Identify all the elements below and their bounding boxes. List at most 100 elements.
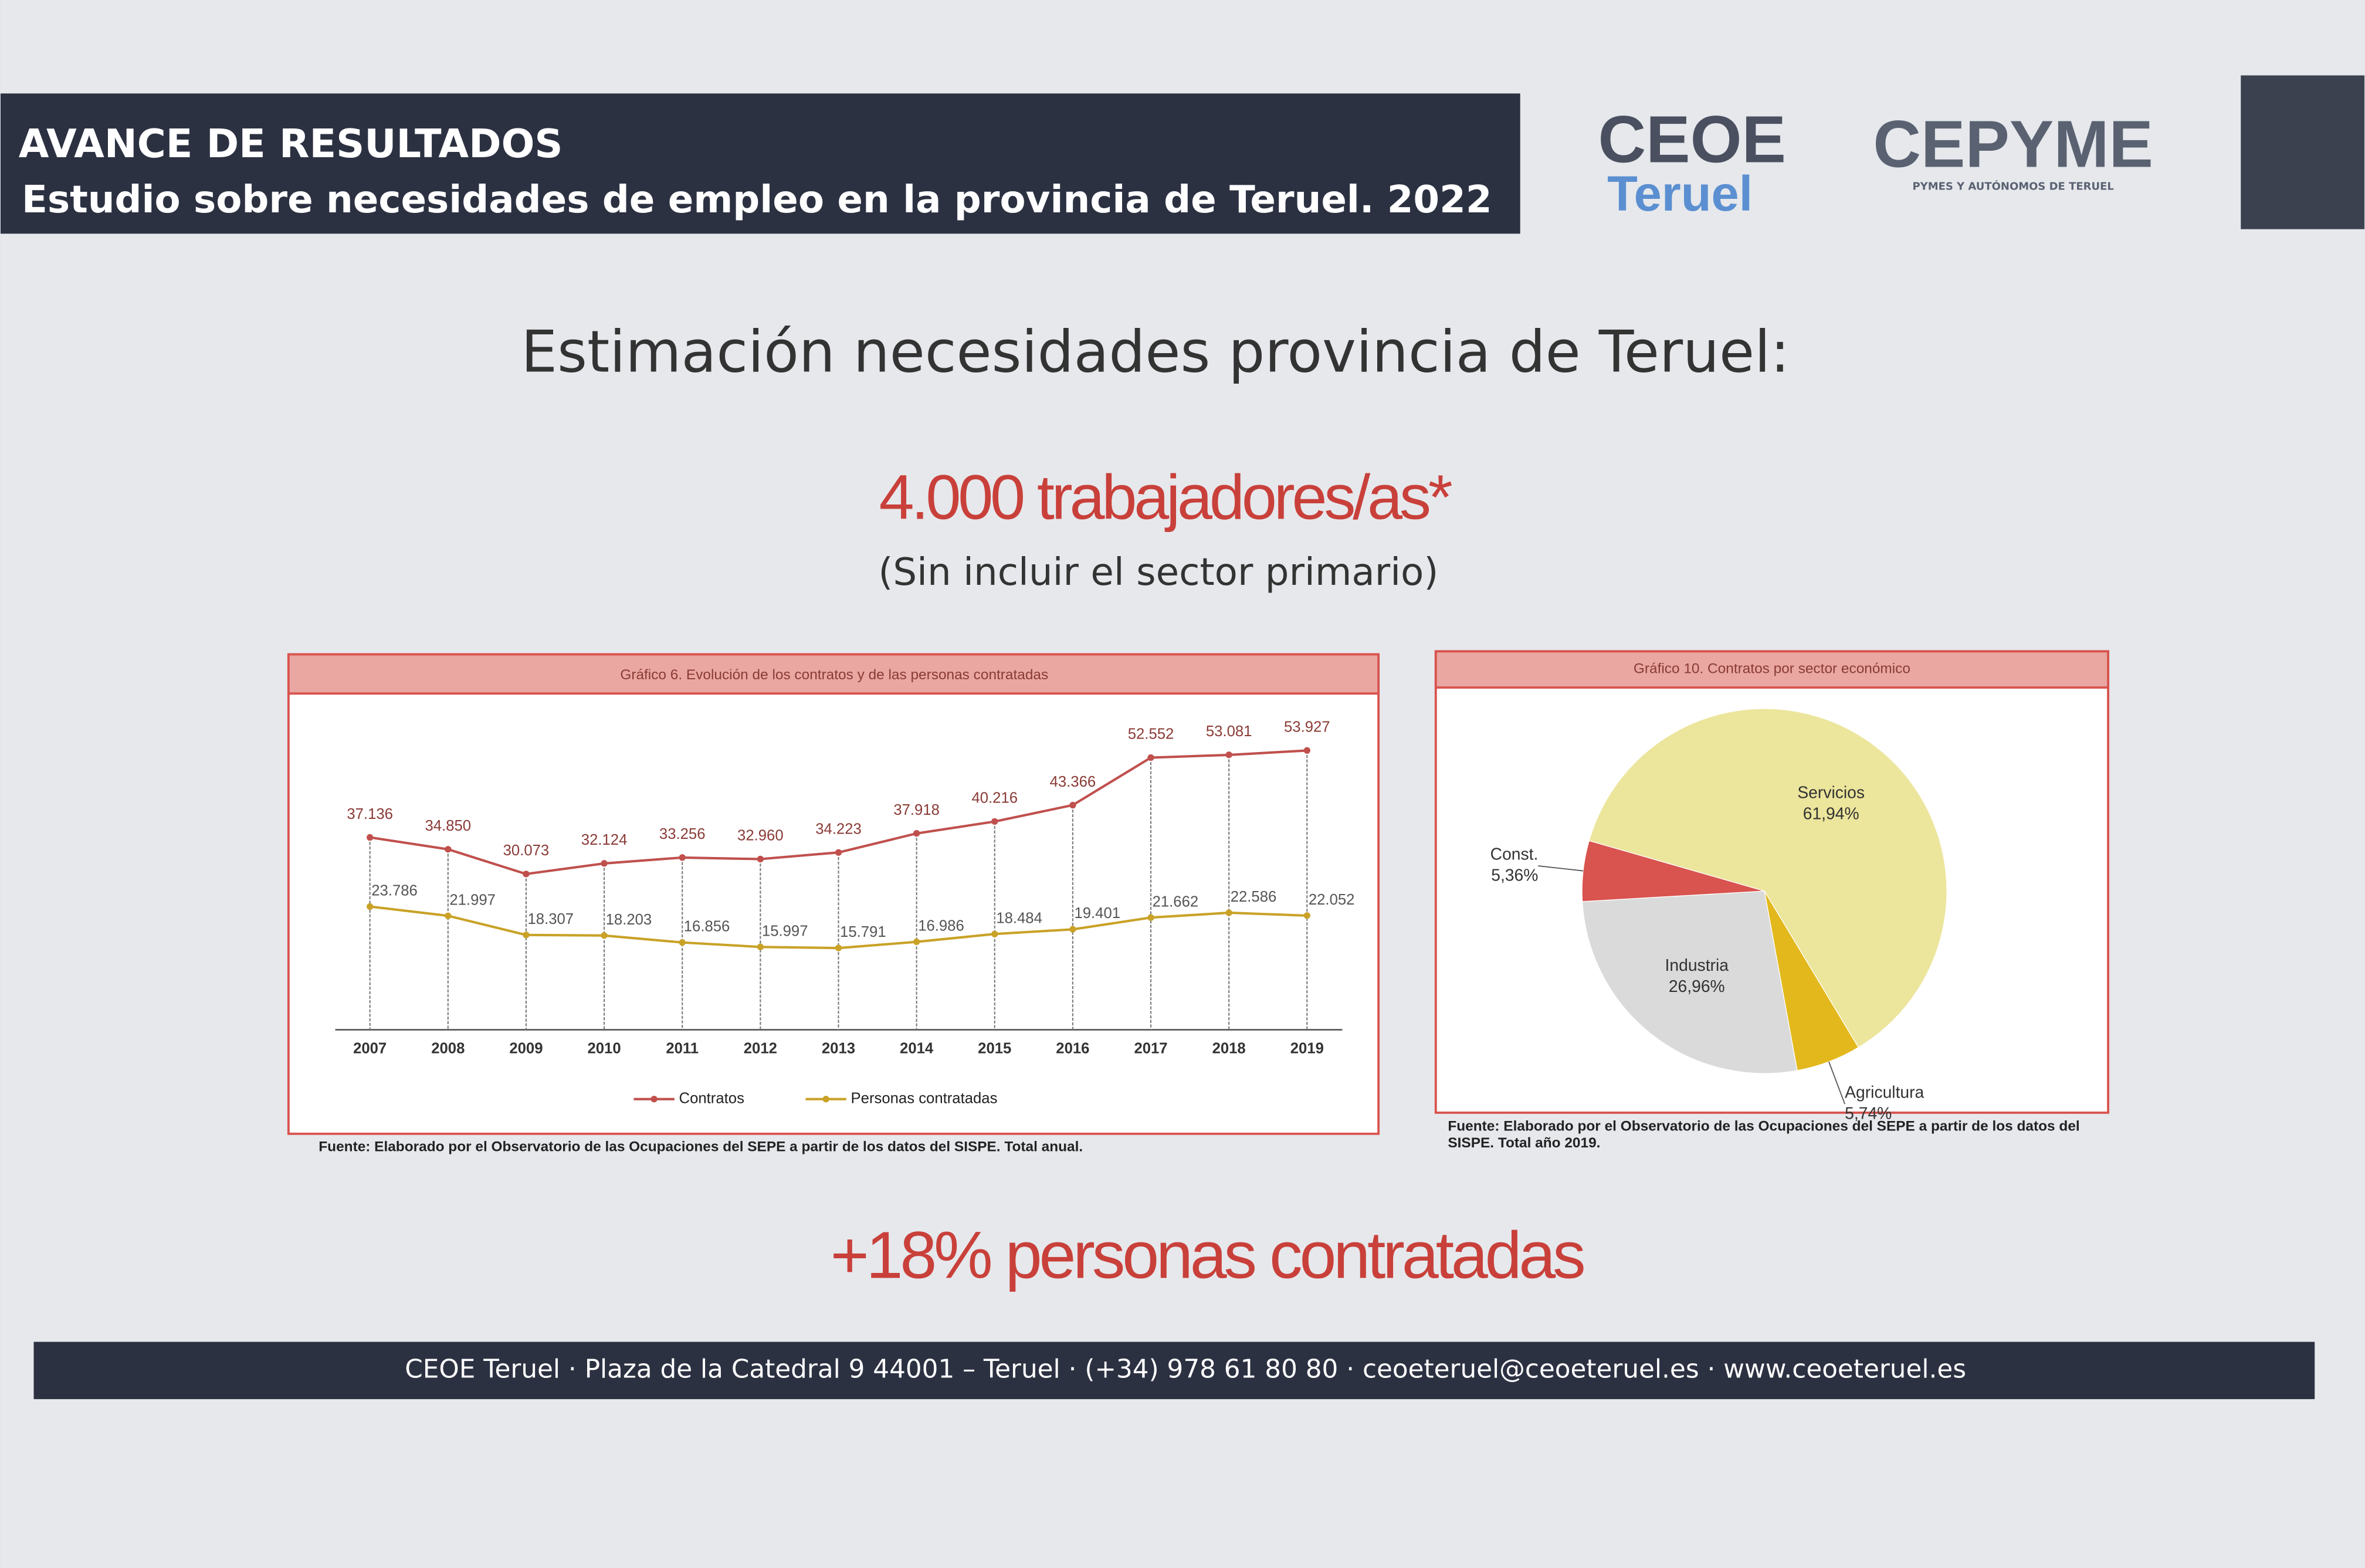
value-label: 16.856: [684, 919, 730, 935]
point: [367, 834, 374, 841]
value-label: 15.997: [762, 923, 808, 939]
x-tick-label: 2012: [744, 1041, 777, 1057]
value-label: 21.662: [1153, 893, 1199, 910]
estimate-note: (Sin incluir el sector primario): [878, 550, 1438, 594]
pie-slice: [1581, 840, 1765, 902]
header-title: Estudio sobre necesidades de empleo en l…: [22, 178, 1492, 222]
x-tick-label: 2009: [509, 1041, 543, 1057]
x-tick-label: 2011: [666, 1041, 699, 1057]
point: [1225, 909, 1232, 916]
point: [1069, 801, 1076, 809]
value-label: 18.307: [528, 911, 574, 927]
point: [679, 939, 686, 946]
highlight: +18% personas contratadas: [831, 1218, 1584, 1292]
line-panel: [287, 653, 1380, 1135]
value-label: 19.401: [1074, 905, 1120, 922]
point: [445, 912, 452, 919]
x-tick-label: 2014: [900, 1041, 934, 1057]
value-label: 18.203: [606, 912, 652, 928]
value-label: 23.786: [371, 883, 418, 899]
cepyme-logo: CEPYME: [1873, 107, 2153, 181]
value-label: 52.552: [1128, 726, 1174, 743]
point: [991, 818, 998, 825]
pie-value-label: 5,36%: [1491, 866, 1538, 885]
ceoe-logo-sub: Teruel: [1607, 165, 1753, 221]
pie-value-label: 26,96%: [1669, 977, 1725, 995]
legend-label: Contratos: [679, 1090, 744, 1106]
point: [1303, 912, 1310, 919]
x-tick-label: 2013: [822, 1041, 855, 1057]
point: [991, 930, 998, 937]
pie-slice: [1581, 890, 1798, 1074]
value-label: 43.366: [1050, 774, 1096, 790]
value-label: 33.256: [659, 826, 706, 842]
header-bar-right: [2241, 75, 2365, 229]
line-chart-title: Gráfico 6. Evolución de los contratos y …: [620, 667, 1048, 683]
value-label: 32.960: [737, 828, 784, 844]
line-chart-source: Fuente: Elaborado por el Observatorio de…: [319, 1139, 1083, 1154]
pie-source-box: Fuente: Elaborado por el Observatorio de…: [1448, 1119, 2080, 1152]
value-label: 18.484: [996, 910, 1042, 926]
x-tick-label: 2010: [587, 1041, 621, 1057]
value-label: 37.918: [893, 802, 940, 818]
legend-label: Personas contratadas: [851, 1090, 998, 1106]
value-label: 22.052: [1309, 892, 1355, 908]
x-tick-label: 2019: [1290, 1041, 1324, 1057]
point: [679, 854, 686, 861]
ceoe-logo: CEOE: [1598, 103, 1785, 177]
value-label: 21.997: [449, 892, 496, 908]
x-tick-label: 2018: [1212, 1041, 1246, 1057]
pie-category-label: Const.: [1490, 845, 1539, 863]
point: [757, 943, 764, 950]
point: [601, 860, 608, 867]
point: [913, 938, 920, 946]
value-label: 34.850: [425, 818, 472, 834]
point: [445, 846, 452, 853]
pie-chart-title: Gráfico 10. Contratos por sector económi…: [1634, 661, 1910, 677]
point: [913, 830, 920, 837]
footer: CEOE Teruel · Plaza de la Catedral 9 440…: [405, 1354, 1966, 1384]
leader-line: [1538, 865, 1584, 872]
point: [1069, 926, 1076, 933]
pie-chart-source: Fuente: Elaborado por el Observatorio de…: [1448, 1119, 2080, 1152]
pie-category-label: Agricultura: [1845, 1083, 1924, 1102]
charts: 2007 2008 2009 2010 2011 2012 2013 2014 2015 2016…: [335, 708, 1947, 1123]
pie-slice: [1588, 708, 1947, 1048]
point: [367, 903, 374, 910]
value-label: 30.073: [503, 842, 550, 859]
point: [523, 871, 530, 878]
x-tick-label: 2008: [431, 1041, 465, 1057]
point: [757, 855, 764, 863]
value-label: 16.986: [918, 918, 964, 934]
leader-line: [1828, 1061, 1846, 1105]
point: [523, 932, 530, 939]
pie-value-label: 5,74%: [1845, 1104, 1892, 1123]
point: [1147, 754, 1154, 761]
pie-panel-header: [1434, 650, 2110, 689]
x-tick-label: 2015: [978, 1041, 1011, 1057]
pie-category-label: Industria: [1665, 956, 1729, 974]
point: [835, 944, 842, 951]
headline: Estimación necesidades provincia de Teru…: [521, 319, 1790, 385]
point: [1225, 751, 1232, 758]
cepyme-logo-sub: PYMES Y AUTÓNOMOS DE TERUEL: [1912, 180, 2113, 193]
value-label: 15.791: [840, 924, 886, 940]
x-tick-label: 2017: [1134, 1041, 1167, 1057]
point: [1303, 747, 1310, 754]
point: [835, 849, 842, 856]
pie-category-label: Servicios: [1797, 783, 1865, 801]
value-label: 40.216: [971, 790, 1018, 807]
header-bar: [0, 93, 1520, 234]
estimate: 4.000 trabajadores/as*: [879, 461, 1452, 532]
x-tick-label: 2016: [1056, 1041, 1089, 1057]
value-label: 32.124: [581, 832, 628, 848]
point: [1147, 914, 1154, 921]
x-tick-label: 2007: [353, 1041, 387, 1057]
header-label: AVANCE DE RESULTADOS: [19, 121, 563, 167]
value-label: 37.136: [347, 806, 393, 822]
legend-marker: [650, 1096, 658, 1103]
pie-value-label: 61,94%: [1803, 804, 1859, 822]
value-label: 53.081: [1206, 723, 1252, 740]
